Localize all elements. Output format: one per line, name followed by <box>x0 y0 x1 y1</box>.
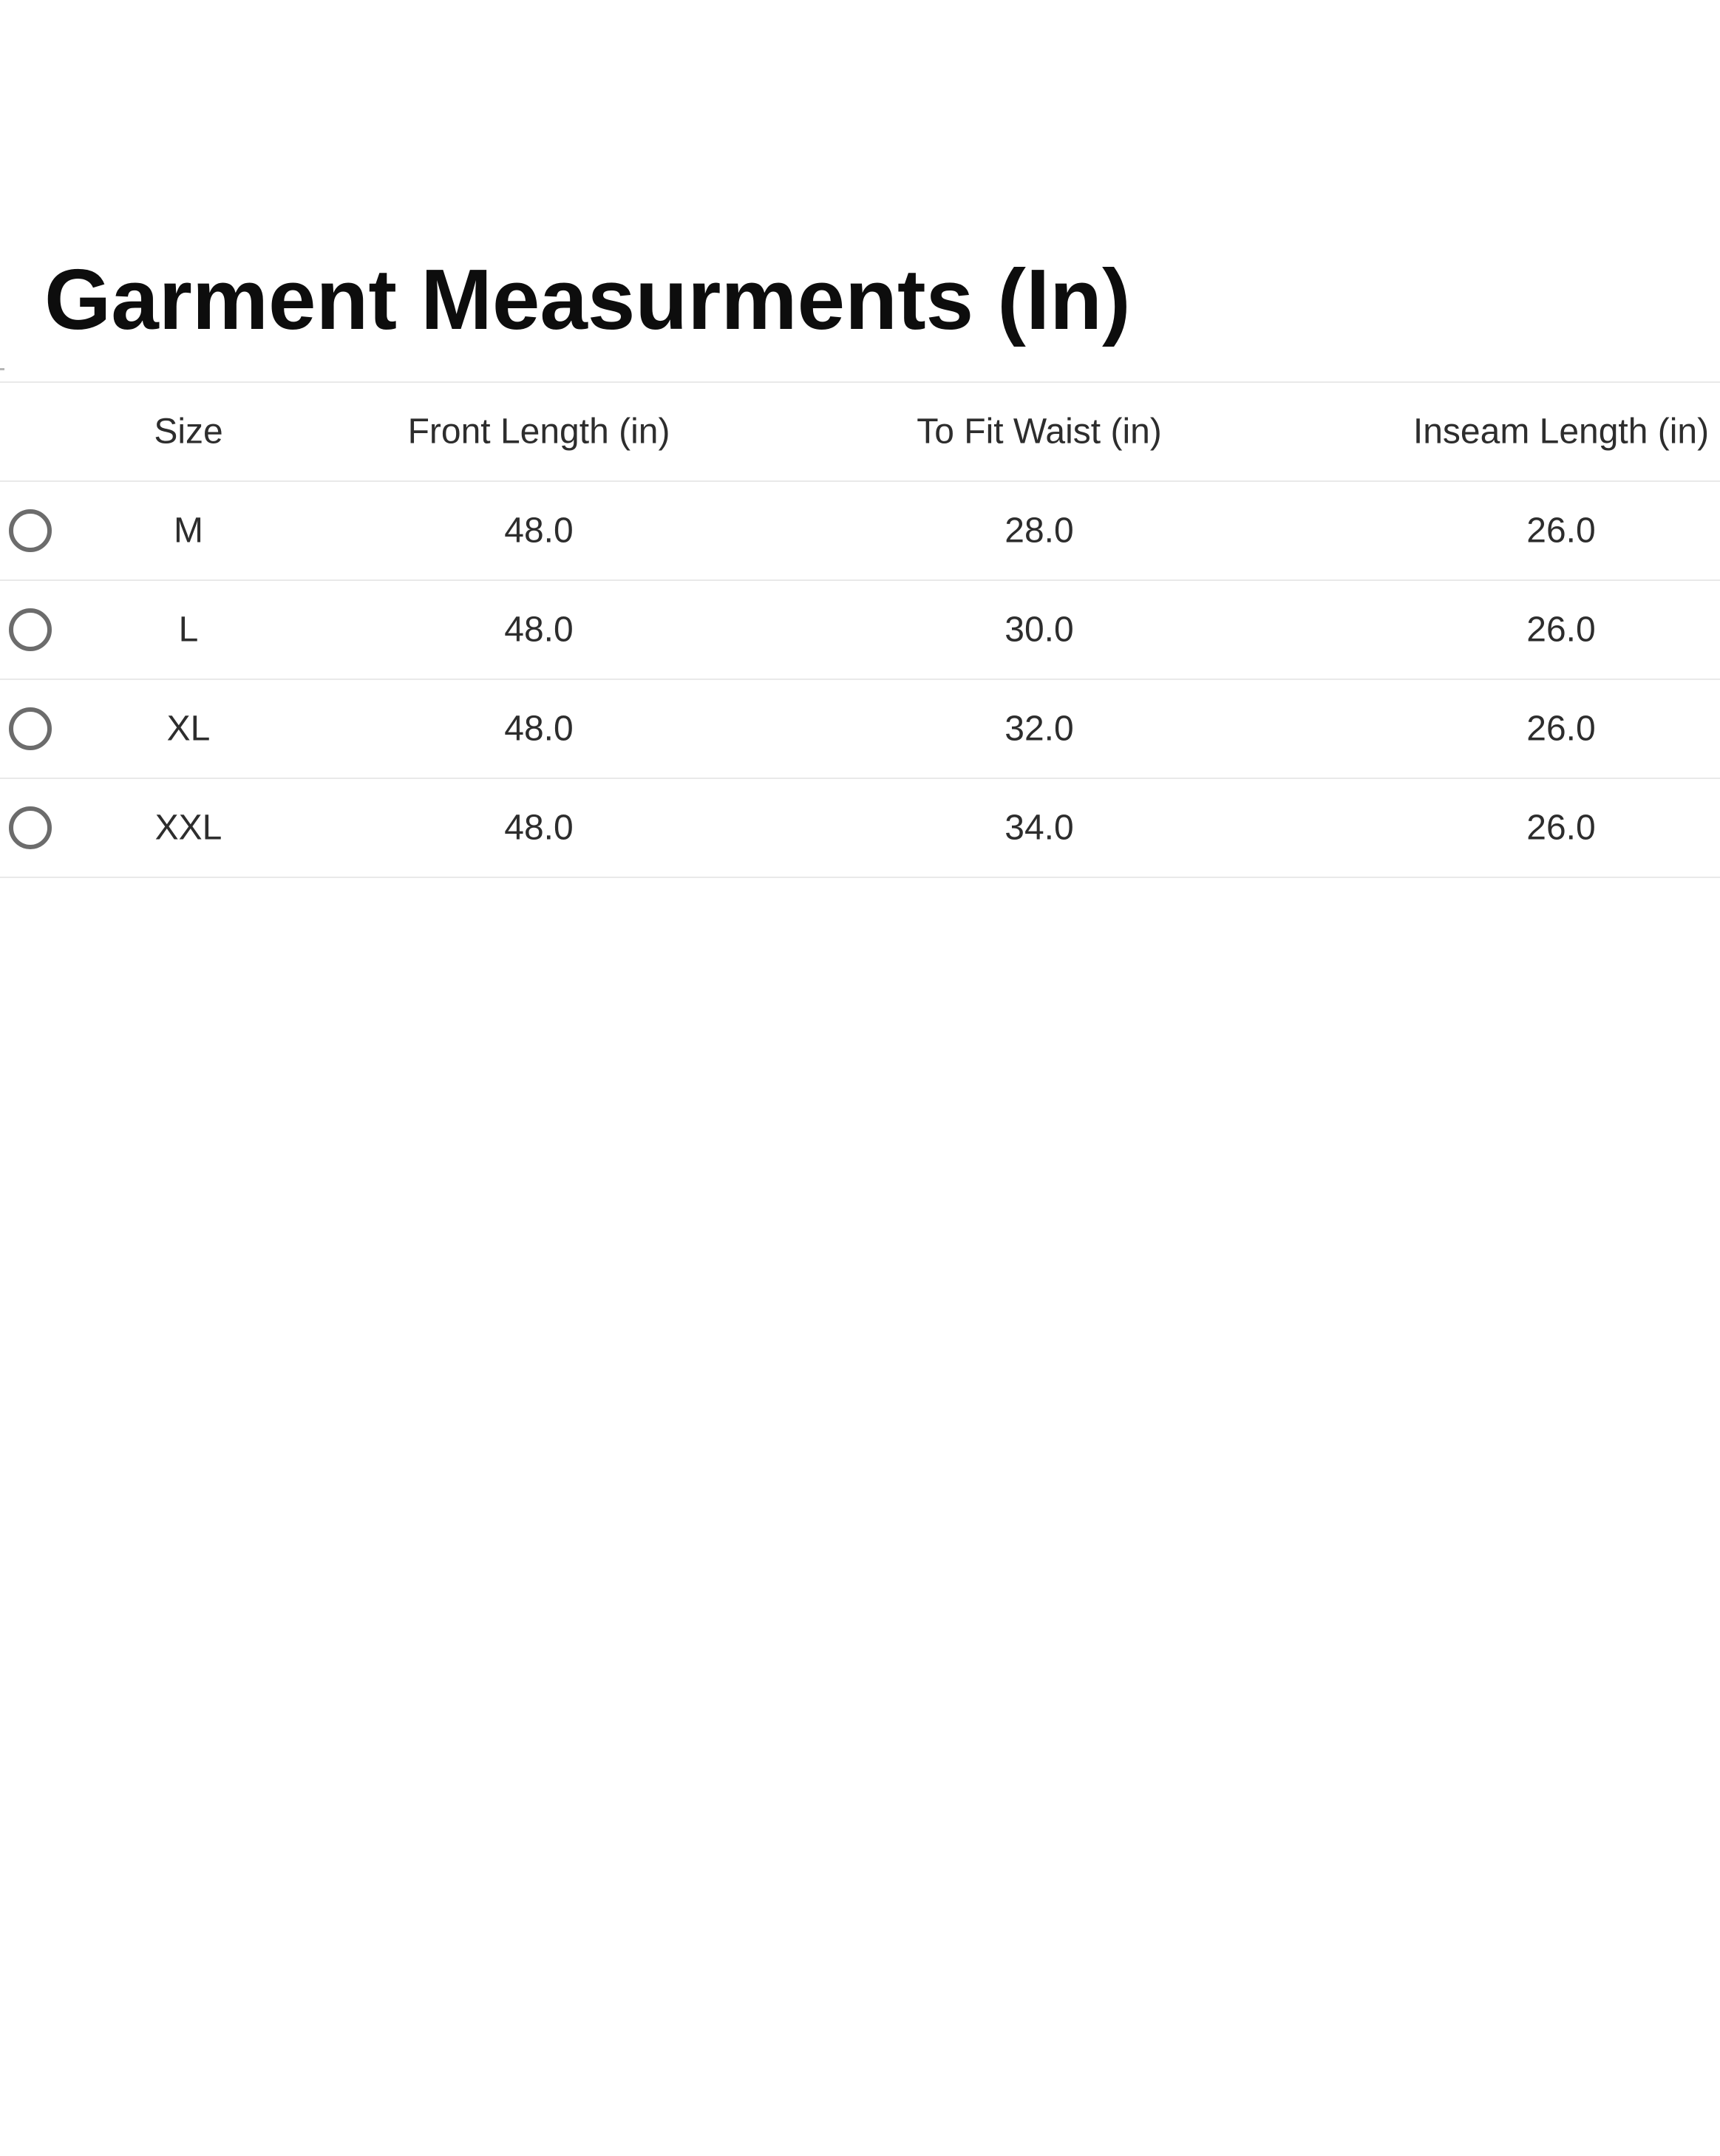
table-row-xl: XL 48.0 32.0 26.0 <box>0 680 1720 779</box>
size-radio-xl[interactable] <box>9 707 52 750</box>
left-tick <box>0 368 4 370</box>
cell-to-fit-waist: 30.0 <box>1005 610 1074 650</box>
cell-to-fit-waist: 34.0 <box>1005 808 1074 848</box>
cell-size: M <box>174 511 203 551</box>
table-row-m: M 48.0 28.0 26.0 <box>0 482 1720 581</box>
column-header-inseam-length: Inseam Length (in) <box>1413 412 1710 452</box>
page-title: Garment Measurments (In) <box>44 251 1131 347</box>
size-chart-table: Size Front Length (in) To Fit Waist (in)… <box>0 381 1720 878</box>
size-radio-l[interactable] <box>9 608 52 651</box>
cell-to-fit-waist: 32.0 <box>1005 709 1074 749</box>
size-radio-xxl[interactable] <box>9 806 52 849</box>
cell-front-length: 48.0 <box>504 511 574 551</box>
cell-size: XL <box>166 709 211 749</box>
column-header-size: Size <box>154 412 223 452</box>
column-header-front-length: Front Length (in) <box>407 412 670 452</box>
table-row-l: L 48.0 30.0 26.0 <box>0 581 1720 680</box>
cell-size: L <box>178 610 199 650</box>
table-row-xxl: XXL 48.0 34.0 26.0 <box>0 779 1720 878</box>
cell-inseam-length: 26.0 <box>1526 709 1596 749</box>
cell-inseam-length: 26.0 <box>1526 610 1596 650</box>
column-header-to-fit-waist: To Fit Waist (in) <box>917 412 1162 452</box>
cell-inseam-length: 26.0 <box>1526 808 1596 848</box>
size-radio-m[interactable] <box>9 509 52 552</box>
cell-front-length: 48.0 <box>504 610 574 650</box>
cell-front-length: 48.0 <box>504 709 574 749</box>
cell-front-length: 48.0 <box>504 808 574 848</box>
cell-to-fit-waist: 28.0 <box>1005 511 1074 551</box>
size-chart-header-row: Size Front Length (in) To Fit Waist (in)… <box>0 383 1720 482</box>
cell-size: XXL <box>154 808 222 848</box>
cell-inseam-length: 26.0 <box>1526 511 1596 551</box>
